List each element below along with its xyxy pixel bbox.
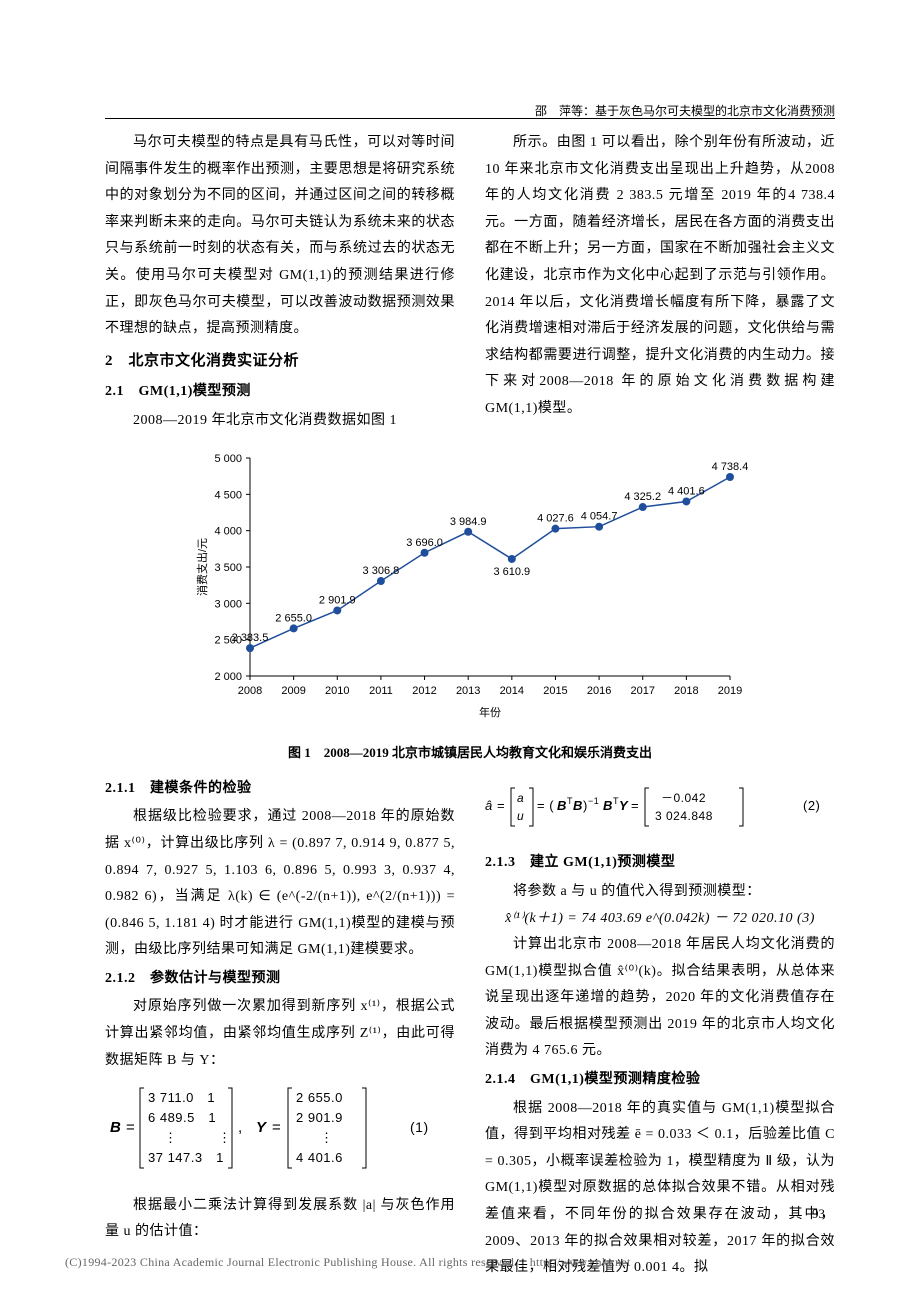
svg-text:B: B (557, 798, 567, 813)
svg-text:4 738.4: 4 738.4 (712, 461, 749, 473)
svg-text:−1: −1 (588, 796, 599, 806)
svg-text:－0.042: －0.042 (661, 791, 706, 805)
svg-text:2015: 2015 (543, 685, 567, 697)
svg-text:2 000: 2 000 (214, 671, 242, 683)
svg-text:4 325.2: 4 325.2 (624, 491, 661, 503)
section-heading-2: 2 北京市文化消费实证分析 (105, 347, 455, 376)
svg-text:2 655.0: 2 655.0 (275, 613, 312, 625)
top-left-column: 马尔可夫模型的特点是具有马氏性，可以对等时间间隔事件发生的概率作出预测，主要思想… (105, 130, 455, 434)
svg-text:4 054.7: 4 054.7 (581, 511, 618, 523)
paragraph: 所示。由图 1 可以看出，除个别年份有所波动，近10 年来北京市文化消费支出呈现… (485, 130, 835, 423)
svg-text:=: = (126, 1119, 135, 1136)
svg-text:37 147.3 1: 37 147.3 1 (148, 1150, 224, 1165)
figure-caption: 图 1 2008—2019 北京市城镇居民人均教育文化和娱乐消费支出 (190, 741, 750, 766)
paragraph: 计算出北京市 2008—2018 年居民人均文化消费的GM(1,1)模型拟合值 … (485, 932, 835, 1065)
svg-text:4 401.6: 4 401.6 (296, 1150, 343, 1165)
equation-3: x̂⁽¹⁾(k＋1) = 74 403.69 e^(0.042k) － 72 0… (485, 906, 835, 933)
svg-text:3 500: 3 500 (214, 562, 242, 574)
svg-text:2012: 2012 (412, 685, 436, 697)
svg-text:3 696.0: 3 696.0 (406, 537, 443, 549)
top-right-column: 所示。由图 1 可以看出，除个别年份有所波动，近10 年来北京市文化消费支出呈现… (485, 130, 835, 434)
svg-text:2 655.0: 2 655.0 (296, 1090, 343, 1105)
svg-text:2 383.5: 2 383.5 (232, 633, 269, 645)
svg-text:Y: Y (256, 1119, 268, 1136)
svg-text:⋮ ⋮: ⋮ ⋮ (164, 1130, 232, 1145)
svg-text:3 610.9: 3 610.9 (493, 566, 530, 578)
paragraph: 马尔可夫模型的特点是具有马氏性，可以对等时间间隔事件发生的概率作出预测，主要思想… (105, 130, 455, 343)
svg-text:B: B (603, 798, 613, 813)
svg-text:(2): (2) (803, 798, 820, 813)
bottom-left-column: 2.1.1 建模条件的检验 根据级比检验要求，通过 2008—2018 年的原始… (105, 774, 455, 1282)
bottom-right-column: â = a u = ( B T B ) −1 B T Y = －0.042 3 … (485, 774, 835, 1282)
svg-text:2008: 2008 (238, 685, 262, 697)
svg-text:6 489.5 1: 6 489.5 1 (148, 1110, 216, 1125)
bottom-columns: 2.1.1 建模条件的检验 根据级比检验要求，通过 2008—2018 年的原始… (105, 774, 835, 1282)
svg-text:⋮: ⋮ (320, 1130, 334, 1145)
page-number: 93 (812, 1202, 825, 1227)
paragraph: 将参数 a 与 u 的值代入得到预测模型： (485, 879, 835, 906)
svg-text:3 306.8: 3 306.8 (363, 565, 400, 577)
matrix-equation: B = 3 711.0 1 6 489.5 1 ⋮ ⋮ 37 147.3 1 ,… (110, 1082, 450, 1174)
svg-text:a: a (517, 791, 524, 805)
figure-1: 2 0002 5003 0003 5004 0004 5005 00020082… (190, 444, 750, 765)
footer-copyright: (C)1994-2023 China Academic Journal Elec… (65, 1251, 631, 1274)
svg-text:,: , (238, 1119, 243, 1136)
svg-text:3 984.9: 3 984.9 (450, 516, 487, 528)
svg-text:4 500: 4 500 (214, 490, 242, 502)
paragraph: 根据最小二乘法计算得到发展系数 |a| 与灰色作用量 u 的估计值： (105, 1193, 455, 1246)
line-chart: 2 0002 5003 0003 5004 0004 5005 00020082… (190, 444, 750, 724)
subsection-2-1-2: 2.1.2 参数估计与模型预测 (105, 966, 455, 993)
matrix-equation-2: â = a u = ( B T B ) −1 B T Y = －0.042 3 … (485, 782, 835, 832)
svg-text:3 000: 3 000 (214, 599, 242, 611)
svg-text:2017: 2017 (630, 685, 654, 697)
header-rule (105, 118, 835, 119)
section-heading-2-1: 2.1 GM(1,1)模型预测 (105, 379, 455, 406)
svg-text:(1): (1) (410, 1119, 429, 1135)
svg-text:=: = (272, 1119, 281, 1136)
svg-text:消费支出/元: 消费支出/元 (195, 538, 209, 596)
paragraph: 2008—2019 年北京市文化消费数据如图 1 (105, 408, 455, 435)
svg-text:u: u (517, 809, 524, 823)
subsection-2-1-1: 2.1.1 建模条件的检验 (105, 776, 455, 803)
svg-text:B: B (573, 798, 583, 813)
svg-text:4 401.6: 4 401.6 (668, 486, 705, 498)
running-header: 邵 萍等：基于灰色马尔可夫模型的北京市文化消费预测 (535, 100, 835, 123)
svg-text:2018: 2018 (674, 685, 698, 697)
svg-text:2 901.9: 2 901.9 (319, 595, 356, 607)
top-columns: 马尔可夫模型的特点是具有马氏性，可以对等时间间隔事件发生的概率作出预测，主要思想… (105, 130, 835, 434)
svg-text:2010: 2010 (325, 685, 349, 697)
svg-text:2019: 2019 (718, 685, 742, 697)
svg-text:=: = (631, 798, 639, 813)
svg-text:2009: 2009 (281, 685, 305, 697)
svg-text:2 901.9: 2 901.9 (296, 1110, 343, 1125)
svg-text:â =: â = (485, 798, 505, 813)
svg-text:Y: Y (619, 798, 629, 813)
svg-text:4 000: 4 000 (214, 526, 242, 538)
svg-text:4 027.6: 4 027.6 (537, 513, 574, 525)
equation-1: B = 3 711.0 1 6 489.5 1 ⋮ ⋮ 37 147.3 1 ,… (105, 1082, 455, 1185)
svg-text:2016: 2016 (587, 685, 611, 697)
svg-text:B: B (110, 1119, 121, 1136)
svg-text:年份: 年份 (479, 705, 501, 719)
svg-text:2013: 2013 (456, 685, 480, 697)
svg-text:2014: 2014 (500, 685, 524, 697)
subsection-2-1-4: 2.1.4 GM(1,1)模型预测精度检验 (485, 1067, 835, 1094)
svg-text:= (: = ( (537, 798, 554, 813)
equation-2: â = a u = ( B T B ) −1 B T Y = －0.042 3 … (485, 782, 835, 843)
svg-text:5 000: 5 000 (214, 453, 242, 465)
svg-text:2011: 2011 (369, 685, 393, 697)
subsection-2-1-3: 2.1.3 建立 GM(1,1)预测模型 (485, 850, 835, 877)
svg-text:3 711.0 1: 3 711.0 1 (148, 1090, 215, 1105)
svg-text:3 024.848: 3 024.848 (655, 809, 713, 823)
paragraph: 根据级比检验要求，通过 2008—2018 年的原始数据 x⁽⁰⁾，计算出级比序… (105, 804, 455, 964)
paragraph: 对原始序列做一次累加得到新序列 x⁽¹⁾，根据公式计算出紧邻均值，由紧邻均值生成… (105, 994, 455, 1074)
